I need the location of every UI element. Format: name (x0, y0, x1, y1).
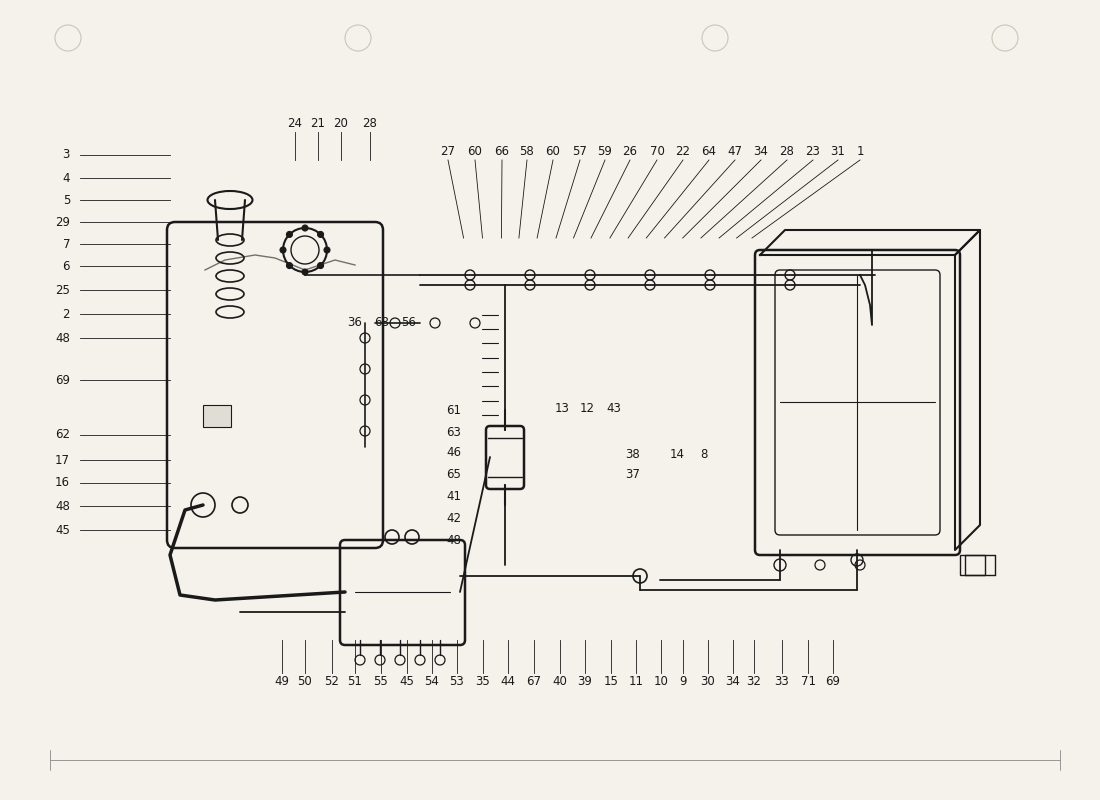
Text: 57: 57 (573, 145, 587, 158)
Text: 60: 60 (468, 145, 483, 158)
Text: 69: 69 (825, 675, 840, 688)
Circle shape (302, 269, 308, 275)
Text: 39: 39 (578, 675, 593, 688)
Text: 21: 21 (310, 117, 326, 130)
Text: 16: 16 (55, 477, 70, 490)
Text: 38: 38 (625, 449, 640, 462)
Bar (204, 405, 231, 427)
Text: 66: 66 (495, 145, 509, 158)
Text: 63: 63 (446, 426, 461, 438)
Text: 10: 10 (653, 675, 669, 688)
Text: 9: 9 (680, 675, 686, 688)
Circle shape (302, 225, 308, 231)
Text: 35: 35 (475, 675, 491, 688)
Text: 68: 68 (374, 315, 389, 329)
Text: 42: 42 (446, 511, 461, 525)
Text: 40: 40 (552, 675, 568, 688)
Text: 34: 34 (754, 145, 769, 158)
Text: 48: 48 (55, 499, 70, 513)
Text: 23: 23 (805, 145, 821, 158)
Text: 11: 11 (628, 675, 643, 688)
Text: 37: 37 (625, 467, 640, 481)
Text: 50: 50 (298, 675, 312, 688)
Text: 65: 65 (446, 467, 461, 481)
Text: 48: 48 (446, 534, 461, 546)
Circle shape (286, 262, 293, 269)
Text: 56: 56 (402, 315, 416, 329)
Text: 24: 24 (287, 117, 303, 130)
Text: 52: 52 (324, 675, 340, 688)
Text: 3: 3 (63, 149, 70, 162)
Text: 49: 49 (275, 675, 289, 688)
Text: 69: 69 (55, 374, 70, 386)
Text: 61: 61 (446, 403, 461, 417)
Text: 25: 25 (55, 283, 70, 297)
Text: 1: 1 (856, 145, 864, 158)
Circle shape (324, 247, 330, 253)
Text: 7: 7 (63, 238, 70, 250)
Text: 47: 47 (727, 145, 742, 158)
Text: 55: 55 (374, 675, 388, 688)
Text: 22: 22 (675, 145, 691, 158)
Text: 64: 64 (702, 145, 716, 158)
Text: 32: 32 (747, 675, 761, 688)
Text: 51: 51 (348, 675, 362, 688)
Text: 58: 58 (519, 145, 535, 158)
Text: 6: 6 (63, 259, 70, 273)
Text: 34: 34 (726, 675, 740, 688)
Text: 15: 15 (604, 675, 618, 688)
Text: 31: 31 (830, 145, 846, 158)
Text: 14: 14 (670, 449, 685, 462)
Text: 53: 53 (450, 675, 464, 688)
Text: 45: 45 (55, 523, 70, 537)
Text: 30: 30 (701, 675, 715, 688)
Text: 71: 71 (801, 675, 815, 688)
Circle shape (318, 262, 323, 269)
Text: 26: 26 (623, 145, 638, 158)
Text: 67: 67 (527, 675, 541, 688)
Text: 2: 2 (63, 307, 70, 321)
Text: 54: 54 (425, 675, 439, 688)
Text: 36: 36 (346, 315, 362, 329)
Text: 5: 5 (63, 194, 70, 206)
Text: 17: 17 (55, 454, 70, 466)
Text: 46: 46 (446, 446, 461, 458)
Text: 41: 41 (446, 490, 461, 503)
Text: 62: 62 (55, 429, 70, 442)
Text: 70: 70 (650, 145, 664, 158)
Circle shape (280, 247, 286, 253)
Text: 45: 45 (399, 675, 415, 688)
Text: 4: 4 (63, 171, 70, 185)
Text: 8: 8 (700, 449, 707, 462)
Text: 60: 60 (546, 145, 560, 158)
Text: 12: 12 (580, 402, 595, 414)
Text: 44: 44 (500, 675, 516, 688)
Text: 29: 29 (55, 215, 70, 229)
Text: 20: 20 (333, 117, 349, 130)
Bar (960, 555, 984, 575)
Text: 28: 28 (780, 145, 794, 158)
Text: 43: 43 (606, 402, 620, 414)
Text: 28: 28 (363, 117, 377, 130)
Text: 48: 48 (55, 331, 70, 345)
Text: 27: 27 (440, 145, 455, 158)
Text: 59: 59 (597, 145, 613, 158)
Text: 33: 33 (774, 675, 790, 688)
Circle shape (318, 231, 323, 238)
Text: 13: 13 (556, 402, 570, 414)
Circle shape (286, 231, 293, 238)
